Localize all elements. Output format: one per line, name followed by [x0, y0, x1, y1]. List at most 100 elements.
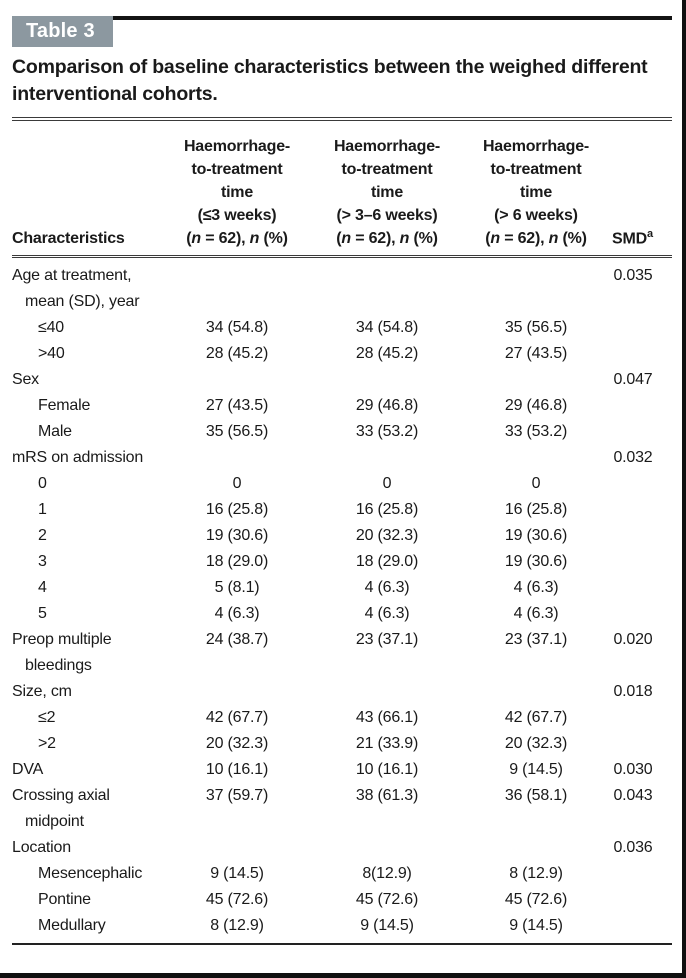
row-label: Crossing axial midpoint: [12, 787, 110, 830]
row-label: 0: [38, 475, 47, 492]
table-row: Crossing axial midpoint 37 (59.7) 38 (61.3…: [12, 783, 672, 835]
cell-value: 21 (33.9): [355, 735, 419, 752]
table-row: 4 5 (8.1) 4 (6.3) 4 (6.3): [12, 575, 672, 601]
table-row: mRS on admission 0.032: [12, 445, 672, 471]
table-row: 0 0 0 0: [12, 471, 672, 497]
row-label: Medullary: [38, 917, 106, 934]
cell-value: 19 (30.6): [504, 527, 568, 544]
smd-value: 0.047: [613, 371, 653, 388]
cell-value: 43 (66.1): [355, 709, 419, 726]
cell-value: 9 (14.5): [210, 865, 264, 882]
cell-value: 24 (38.7): [205, 631, 269, 648]
cell-value: 4 (6.3): [364, 579, 410, 596]
cell-value: 42 (67.7): [504, 709, 568, 726]
cell-value: 28 (45.2): [355, 345, 419, 362]
cell-value: [312, 367, 462, 393]
cell-value: 36 (58.1): [504, 787, 568, 804]
table-row: >2 20 (32.3) 21 (33.9) 20 (32.3): [12, 731, 672, 757]
page-bottom-frame: [0, 973, 682, 978]
row-label: Size, cm: [12, 683, 72, 700]
table-row: Pontine 45 (72.6) 45 (72.6) 45 (72.6): [12, 887, 672, 913]
row-label: Age at treatment, mean (SD), year: [12, 267, 140, 310]
smd-value: [610, 705, 672, 731]
smd-header: SMDa: [610, 121, 672, 258]
table-row: Male 35 (56.5) 33 (53.2) 33 (53.2): [12, 419, 672, 445]
cell-value: 23 (37.1): [355, 631, 419, 648]
table-row: 3 18 (29.0) 18 (29.0) 19 (30.6): [12, 549, 672, 575]
smd-value: [610, 341, 672, 367]
characteristics-header: Characteristics: [12, 121, 162, 258]
cell-value: 16 (25.8): [355, 501, 419, 518]
column-header-cohort-1: Haemorrhage-to-treatment time (≤3 weeks) (n…: [162, 121, 312, 258]
smd-value: 0.018: [613, 683, 653, 700]
cell-value: [162, 367, 312, 393]
cell-value: 27 (43.5): [205, 397, 269, 414]
row-label: 1: [38, 501, 47, 518]
row-label: >40: [38, 345, 65, 362]
cell-value: 16 (25.8): [504, 501, 568, 518]
cell-value: 29 (46.8): [355, 397, 419, 414]
smd-value: [610, 549, 672, 575]
table-row: Age at treatment, mean (SD), year 0.035: [12, 257, 672, 316]
table-row: Mesencephalic 9 (14.5) 8(12.9) 8 (12.9): [12, 861, 672, 887]
cell-value: [162, 445, 312, 471]
cell-value: [162, 835, 312, 861]
row-label: DVA: [12, 761, 44, 778]
cell-value: [462, 257, 610, 316]
smd-value: [610, 315, 672, 341]
cell-value: [312, 257, 462, 316]
table-caption: Comparison of baseline characteristics b…: [12, 56, 648, 105]
top-rule: Table 3: [12, 16, 672, 47]
table-header: Characteristics Haemorrhage-to-treatment…: [12, 121, 672, 258]
table-row: Size, cm 0.018: [12, 679, 672, 705]
cell-value: 28 (45.2): [205, 345, 269, 362]
smd-value: 0.030: [613, 761, 653, 778]
row-label: mRS on admission: [12, 449, 144, 466]
cell-value: 10 (16.1): [355, 761, 419, 778]
table-row: DVA 10 (16.1) 10 (16.1) 9 (14.5) 0.030: [12, 757, 672, 783]
cell-value: 20 (32.3): [205, 735, 269, 752]
smd-value: [610, 419, 672, 445]
cell-value: 45 (72.6): [355, 891, 419, 908]
row-label: Pontine: [38, 891, 91, 908]
row-label: Male: [38, 423, 72, 440]
cell-value: 8 (12.9): [509, 865, 563, 882]
smd-value: [610, 887, 672, 913]
smd-value: [610, 601, 672, 627]
smd-header-label: SMD: [612, 230, 647, 247]
cell-value: 8(12.9): [362, 865, 412, 882]
cell-value: [462, 445, 610, 471]
row-label: ≤2: [38, 709, 56, 726]
smd-footnote-marker: a: [646, 227, 653, 240]
smd-value: [610, 861, 672, 887]
data-table: Characteristics Haemorrhage-to-treatment…: [12, 121, 672, 939]
cell-value: 9 (14.5): [509, 917, 563, 934]
cell-value: 0: [531, 475, 541, 492]
cell-value: 38 (61.3): [355, 787, 419, 804]
table-row: 1 16 (25.8) 16 (25.8) 16 (25.8): [12, 497, 672, 523]
cell-value: 0: [382, 475, 392, 492]
cell-value: 9 (14.5): [360, 917, 414, 934]
cell-value: 19 (30.6): [504, 553, 568, 570]
smd-value: 0.020: [613, 631, 653, 648]
bottom-rule: [12, 943, 672, 945]
cell-value: 18 (29.0): [355, 553, 419, 570]
cell-value: [462, 367, 610, 393]
cell-value: 35 (56.5): [504, 319, 568, 336]
smd-value: 0.043: [613, 787, 653, 804]
table-row: ≤40 34 (54.8) 34 (54.8) 35 (56.5): [12, 315, 672, 341]
row-label: 3: [38, 553, 47, 570]
cell-value: 35 (56.5): [205, 423, 269, 440]
cell-value: [312, 445, 462, 471]
row-label: >2: [38, 735, 56, 752]
cell-value: 4 (6.3): [513, 605, 559, 622]
table-row: Medullary 8 (12.9) 9 (14.5) 9 (14.5): [12, 913, 672, 939]
row-label: 2: [38, 527, 47, 544]
row-label: Location: [12, 839, 71, 856]
row-label: Female: [38, 397, 91, 414]
cell-value: 19 (30.6): [205, 527, 269, 544]
smd-value: [610, 497, 672, 523]
cell-value: 33 (53.2): [355, 423, 419, 440]
table-row: >40 28 (45.2) 28 (45.2) 27 (43.5): [12, 341, 672, 367]
